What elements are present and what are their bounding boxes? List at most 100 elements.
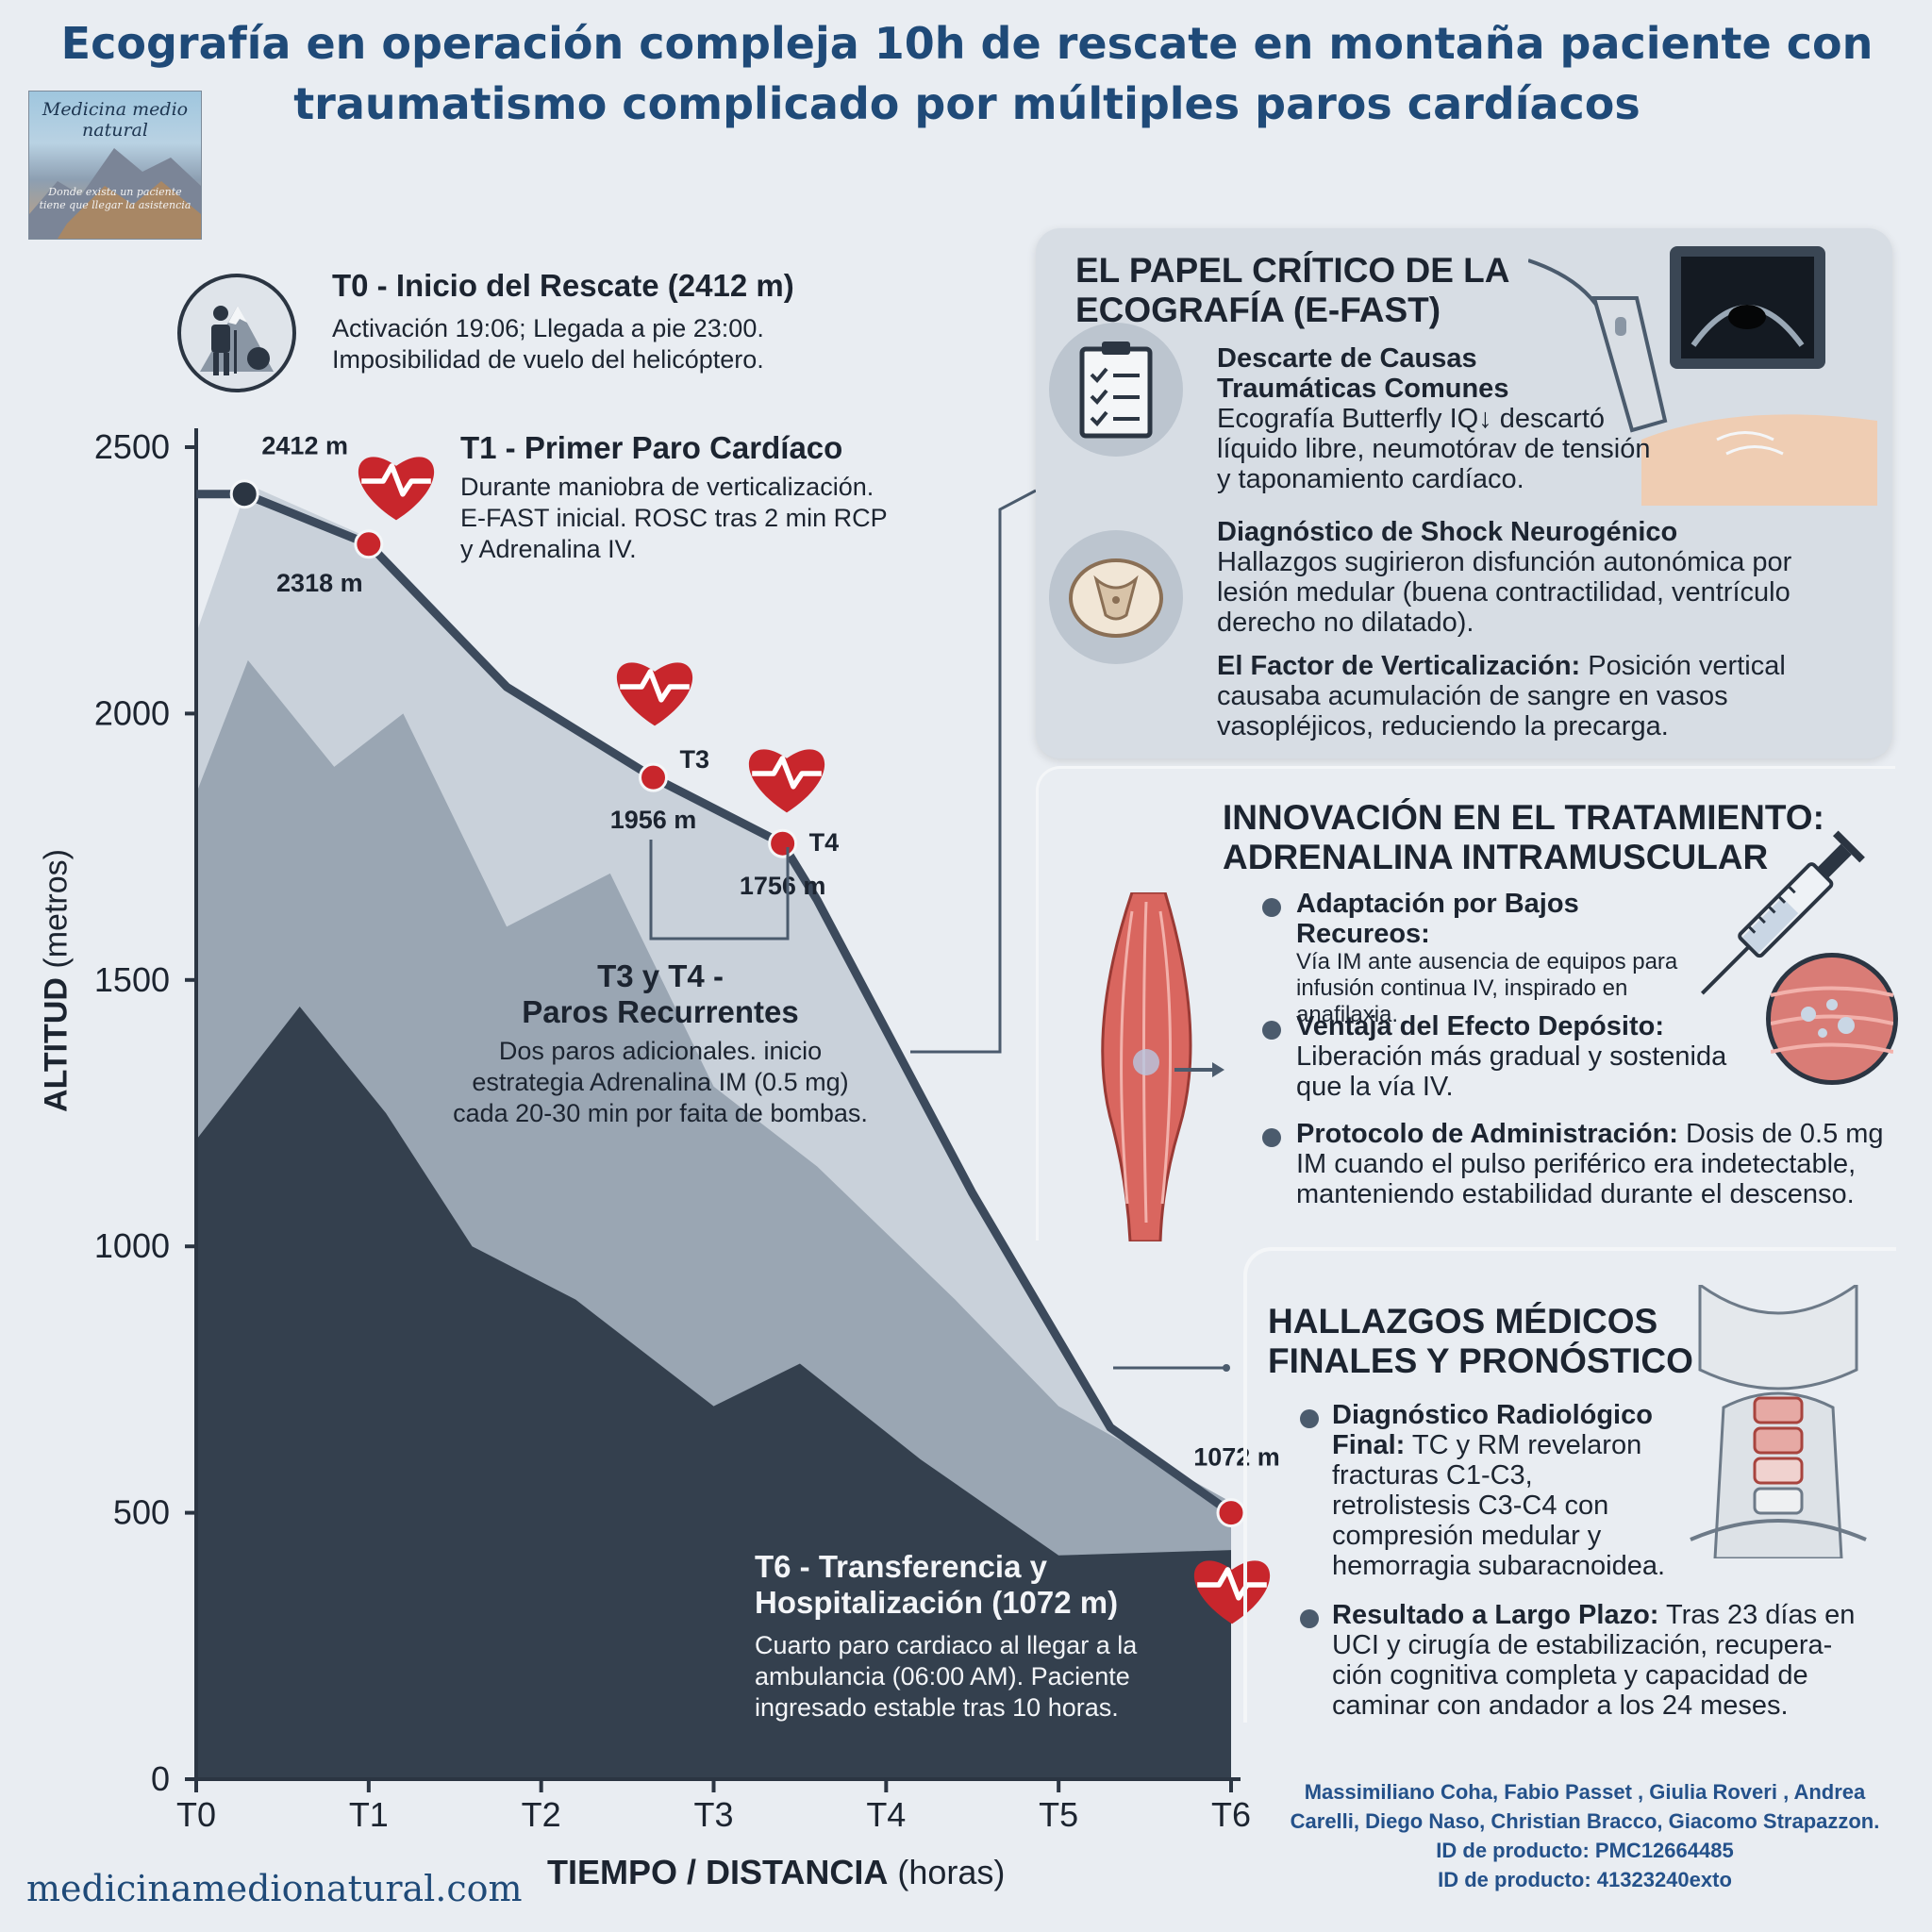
t1-line: Durante maniobra de verticalización.	[460, 473, 874, 501]
adrenalina-item3-title: Protocolo de Administración:	[1296, 1119, 1678, 1149]
y-tick-label: 0	[151, 1759, 170, 1798]
t0-line: Activación 19:06; Llegada a pie 23:00.	[332, 314, 764, 342]
t34-text: Dos paros adicionales. inicio estrategia…	[377, 1036, 943, 1129]
x-tick-label: T6	[1211, 1795, 1251, 1834]
x-axis-label: TIEMPO / DISTANCIA (horas)	[547, 1853, 1005, 1892]
t6-line: ambulancia (06:00 AM). Paciente	[755, 1662, 1130, 1690]
bullet	[1300, 1609, 1319, 1628]
hallazgos-item2-line: Tras 23 días en	[1666, 1600, 1856, 1630]
adrenalina-item3-line: manteniendo estabilidad durante el desce…	[1296, 1179, 1855, 1209]
efast-item2-title: Diagnóstico de Shock Neurogénico	[1217, 517, 1678, 547]
checklist-icon	[1049, 323, 1183, 457]
authors-line: Carelli, Diego Naso, Christian Bracco, G…	[1290, 1809, 1880, 1833]
point-label: 1756 m	[740, 872, 826, 900]
product-id: ID de producto: PMC12664485	[1436, 1839, 1734, 1862]
website-link[interactable]: medicinamedionatural.com	[26, 1868, 523, 1909]
efast-item3-line: causaba acumulación de sangre en vasos	[1217, 681, 1728, 711]
adrenalina-item1-title: Adaptación por Bajos Recureos:	[1296, 889, 1579, 949]
hallazgos-item1-line: TC y RM revelaron	[1411, 1430, 1642, 1460]
point-label: 2412 m	[261, 432, 348, 460]
point-label: 1956 m	[610, 806, 697, 834]
bullet	[1262, 898, 1281, 917]
hallazgos-item1-title: Diagnóstico Radiológico	[1332, 1400, 1653, 1430]
hallazgos-title: HALLAZGOS MÉDICOS FINALES Y PRONÓSTICO	[1268, 1302, 1693, 1381]
y-tick-label: 1000	[94, 1226, 170, 1265]
t6-block: T6 - Transferencia y Hospitalización (10…	[755, 1549, 1137, 1724]
efast-item3-title: El Factor de Verticalización:	[1217, 651, 1581, 681]
logo-mountains-icon	[29, 148, 201, 239]
point-label: 1072 m	[1193, 1443, 1280, 1472]
hiker-icon	[177, 274, 296, 392]
pulse-icon	[752, 756, 822, 790]
cervical-spine-icon	[1672, 1282, 1885, 1560]
heart-icon	[748, 749, 825, 813]
hallazgos-item1-line: retrolistesis C3-C4 con	[1332, 1491, 1609, 1521]
t1-text: Durante maniobra de verticalización. E-F…	[460, 472, 888, 565]
hallazgos-item1-title: Final:	[1332, 1430, 1406, 1460]
t34-block: T3 y T4 - Paros Recurrentes Dos paros ad…	[377, 958, 943, 1129]
efast-title-line: EL PAPEL CRÍTICO DE LA	[1075, 251, 1510, 290]
adrenalina-item3-line: IM cuando el pulso periférico era indete…	[1296, 1149, 1857, 1179]
t34-title: Paros Recurrentes	[522, 994, 799, 1029]
altitude-line	[196, 490, 1234, 1517]
efast-item1-line: Ecografía Butterfly IQ↓ descartó	[1217, 404, 1606, 434]
heart-icon	[1193, 1560, 1271, 1624]
t6-line: ingresado estable tras 10 horas.	[755, 1693, 1119, 1722]
t6-line: Cuarto paro cardiaco al llegar a la	[755, 1631, 1138, 1659]
hallazgos-item1-line: hemorragia subaracnoidea.	[1332, 1551, 1666, 1581]
y-tick-label: 2000	[94, 693, 170, 732]
spinal-cord-icon	[1049, 530, 1183, 664]
point-tag: T4	[809, 828, 840, 857]
efast-item1-title: Traumáticas Comunes	[1217, 374, 1509, 404]
adrenalina-item2-line: que la vía IV.	[1296, 1072, 1454, 1102]
efast-title-line: ECOGRAFÍA (E-FAST)	[1075, 291, 1441, 329]
t6-title: Hospitalización (1072 m)	[755, 1585, 1119, 1620]
efast-title: EL PAPEL CRÍTICO DE LA ECOGRAFÍA (E-FAST…	[1075, 251, 1510, 330]
adrenalina-item1-line: anafilaxia.	[1296, 1002, 1399, 1027]
logo-text: Medicina medio natural	[42, 99, 189, 141]
point-label: 2318 m	[276, 569, 363, 597]
adrenalina-title-line: ADRENALINA INTRAMUSCULAR	[1223, 838, 1769, 876]
authors: Massimiliano Coha, Fabio Passet , Giulia…	[1255, 1777, 1915, 1894]
logo: Medicina medio natural Donde exista un p…	[28, 91, 202, 240]
hallazgos-panel	[1243, 1247, 1896, 1723]
efast-item2-line: lesión medular (buena contractilidad, ve…	[1217, 577, 1790, 608]
hallazgos-item1: Diagnóstico Radiológico Final: TC y RM r…	[1332, 1400, 1665, 1581]
hallazgos-item2-title: Resultado a Largo Plazo:	[1332, 1600, 1659, 1630]
adrenalina-panel	[1036, 766, 1895, 1241]
adrenalina-item3: Protocolo de Administración: Dosis de 0.…	[1296, 1119, 1884, 1209]
depot-tissue-icon	[1766, 953, 1898, 1085]
adrenalina-item3-line: Dosis de 0.5 mg	[1686, 1119, 1884, 1149]
efast-item3: El Factor de Verticalización: Posición v…	[1217, 651, 1786, 741]
efast-item1-line: líquido libre, neumotórav de tensión	[1217, 434, 1651, 464]
t6-text: Cuarto paro cardiaco al llegar a la ambu…	[755, 1630, 1137, 1724]
t1-line: E-FAST inicial. ROSC tras 2 min RCP	[460, 504, 888, 532]
point-tag: T3	[680, 745, 710, 774]
adrenalina-title-line: INNOVACIÓN EN EL TRATAMIENTO:	[1223, 798, 1824, 837]
bullet	[1300, 1409, 1319, 1428]
adrenalina-item1-line: infusión continua IV, inspirado en	[1296, 975, 1628, 1001]
hallazgos-item1-line: fracturas C1-C3,	[1332, 1460, 1533, 1491]
hallazgos-item2-line: UCI y cirugía de estabilización, recuper…	[1332, 1630, 1833, 1660]
x-axis-label-unit: (horas)	[897, 1853, 1006, 1891]
efast-item2: Diagnóstico de Shock Neurogénico Hallazg…	[1217, 517, 1791, 638]
data-point	[768, 828, 798, 858]
x-tick-label: T2	[522, 1795, 561, 1834]
t0-text: Activación 19:06; Llegada a pie 23:00. I…	[332, 313, 764, 375]
adrenalina-title: INNOVACIÓN EN EL TRATAMIENTO: ADRENALINA…	[1223, 798, 1824, 877]
efast-item3-line: vasopléjicos, reduciendo la precarga.	[1217, 711, 1669, 741]
pulse-icon	[361, 463, 431, 497]
t34-line: Dos paros adicionales. inicio	[498, 1037, 823, 1065]
efast-item2-line: derecho no dilatado).	[1217, 608, 1474, 638]
efast-item2-line: Hallazgos sugirieron disfunción autonómi…	[1217, 547, 1792, 577]
logo-tagline: Donde exista un paciente tiene que llega…	[39, 186, 192, 211]
efast-item3-line: Posición vertical	[1588, 651, 1786, 681]
hallazgos-item2-line: ción cognitiva completa y capacidad de	[1332, 1660, 1808, 1690]
t34-line: estrategia Adrenalina IM (0.5 mg)	[472, 1068, 849, 1096]
x-tick-label: T4	[866, 1795, 906, 1834]
efast-item1: Descarte de Causas Traumáticas Comunes E…	[1217, 343, 1650, 494]
x-tick-label: T3	[693, 1795, 733, 1834]
